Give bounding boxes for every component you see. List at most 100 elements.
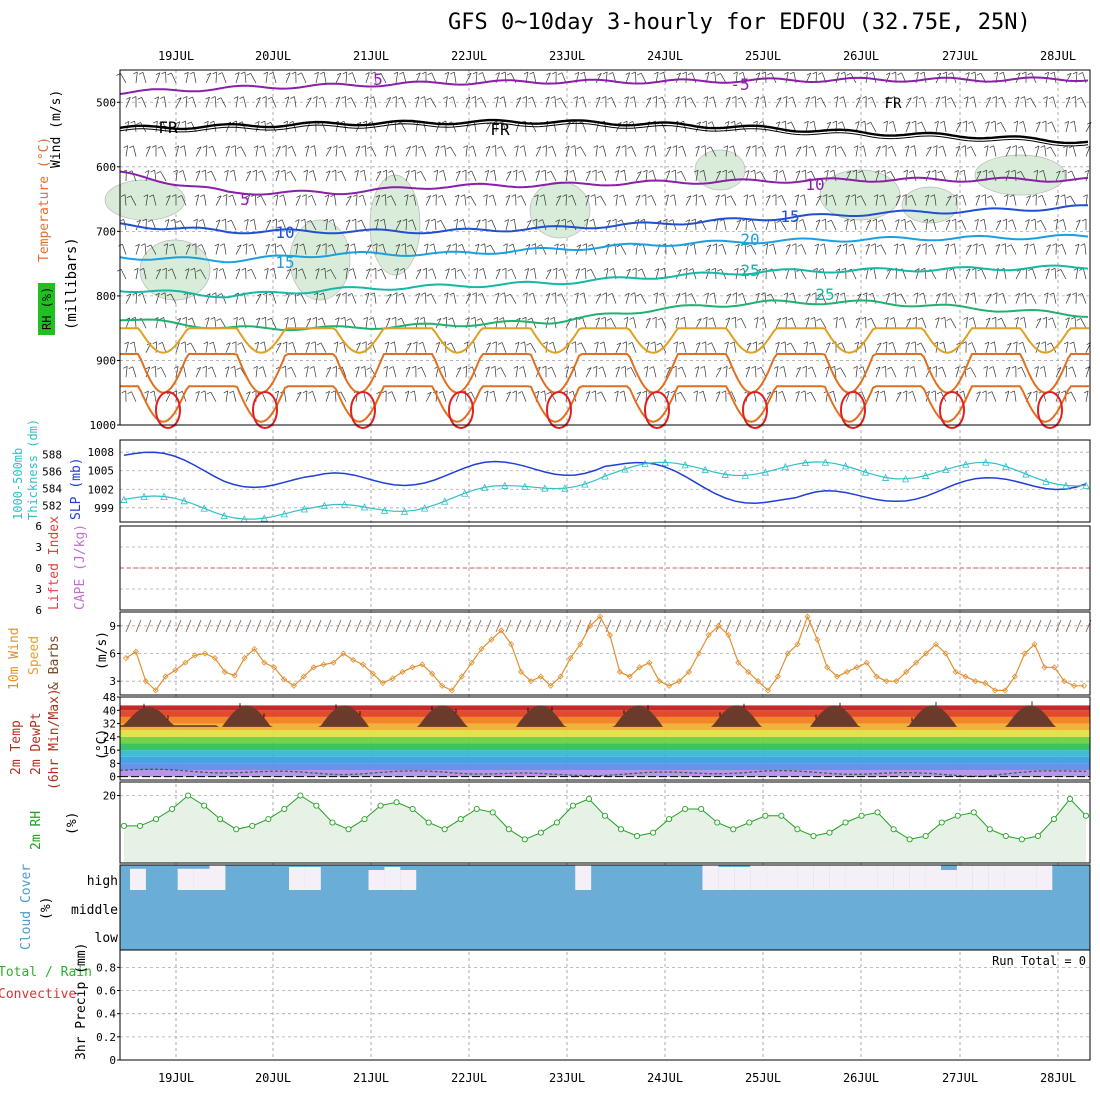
wind-barb-flag [828,194,833,198]
wind-barb [840,146,847,157]
wind-barb [834,366,837,378]
wind-barb [170,293,177,304]
wind-barb-flag [126,195,131,199]
date-label-top: 24JUL [647,49,683,63]
wind-barb-flag [856,195,862,199]
wind-barb-flag [206,293,211,296]
wind-barb-flag [399,267,405,271]
wind-barb [521,391,527,402]
wind-barb-flag [815,219,821,223]
wind-barb-flag [833,316,838,320]
wind-barb [941,366,947,378]
wind-barb [865,292,868,304]
wind-barb-flag [669,194,675,198]
wind-barb-flag [230,366,235,369]
wind-barb-flag [855,317,861,321]
wind-barb-flag [306,220,311,223]
wind-barb-flag [456,170,461,174]
cloud-tick-label: high [87,874,118,889]
wind-speed-marker [932,641,939,648]
wind-barb-flag [761,71,766,75]
wind-barb-flag [1046,244,1051,247]
wind-barb-flag [653,292,658,296]
wind-barb-flag [173,169,178,173]
wind-barb-flag [985,121,990,124]
wind-barb-flag [448,317,453,321]
wind-barb-flag [563,169,569,173]
wind-barb-flag [826,121,831,125]
rh-marker [377,802,384,809]
wind-barb-flag [749,194,754,198]
rh-marker [217,816,224,823]
wind-barb-flag [456,269,461,272]
wind-barb [330,269,337,280]
wind-barb-flag [854,341,859,345]
rh-marker [425,819,432,826]
wind-barb [795,219,798,231]
wind-barb-flag [586,170,591,174]
wind-barb-flag [375,194,380,198]
wind-barb [965,145,967,157]
wind-barb-flag [626,367,632,370]
wind-barb-flag [601,316,606,320]
wind-barb-flag [548,341,554,345]
wind-speed-marker [834,673,841,680]
wind-barb-flag [299,243,304,247]
wind-barb-flag [519,145,525,149]
wind-barb-flag [623,317,629,320]
wind-barb-flag [274,390,279,394]
wind-barb [875,391,880,402]
wind-barb [584,268,587,280]
wind-speed-marker [172,667,179,674]
wind-barb [561,72,567,84]
wind-barb [1075,268,1079,280]
wind-barb [335,96,341,108]
wind-barb-flag [1070,120,1075,124]
wind-barb-flag [344,243,350,247]
wind-barb [343,341,347,353]
wind-barb-flag [693,169,699,173]
text-layer: 19JUL19JUL20JUL20JUL21JUL21JUL22JUL22JUL… [0,49,1086,1085]
wind-barb-flag [784,71,789,75]
wind-barb [1000,122,1007,133]
wind-speed-marker [290,682,297,689]
wind-barb-flag [443,292,449,296]
date-label-bottom: 21JUL [353,1071,389,1085]
thickness-marker [441,497,449,505]
wind-barb-flag [203,341,208,345]
wind-barb-flag [818,268,824,271]
wind-barb-flag [1023,243,1029,247]
wind-barb-flag [969,96,974,99]
thickness-marker [200,504,208,512]
wind-barb-flag [324,194,330,198]
date-label-top: 23JUL [549,49,585,63]
wind-barb-flag [697,318,702,321]
wind-barb-flag [1065,317,1070,321]
wind-barb [634,292,637,304]
wind-barb-flag [608,293,613,296]
wind-barb [1022,342,1027,353]
wind-barb-flag [701,341,706,345]
wind-barb [814,317,817,329]
wind-barb [385,341,390,353]
10m-wind-barb [455,619,462,633]
wind-barb-flag [700,145,706,148]
li-tick-label: 6 [35,520,42,533]
wind-barb-flag [417,145,423,149]
wind-barb-flag [838,317,844,320]
cloud-gap [718,867,735,890]
wind-barb-flag [625,292,630,296]
wind-barb-flag [1020,96,1025,99]
wind-barb [145,366,151,378]
rh-marker [120,822,128,829]
wind-barb-flag [327,146,332,150]
wind-barb [1045,292,1049,304]
wind-barb [491,219,497,231]
wind-barb-flag [181,120,186,124]
wind-barb [381,268,387,280]
wind-barb-flag [902,390,908,394]
wind-barb [1023,317,1027,329]
wind-barb-flag [990,120,996,124]
wind-barb [853,219,857,231]
wind-barb [140,122,147,133]
